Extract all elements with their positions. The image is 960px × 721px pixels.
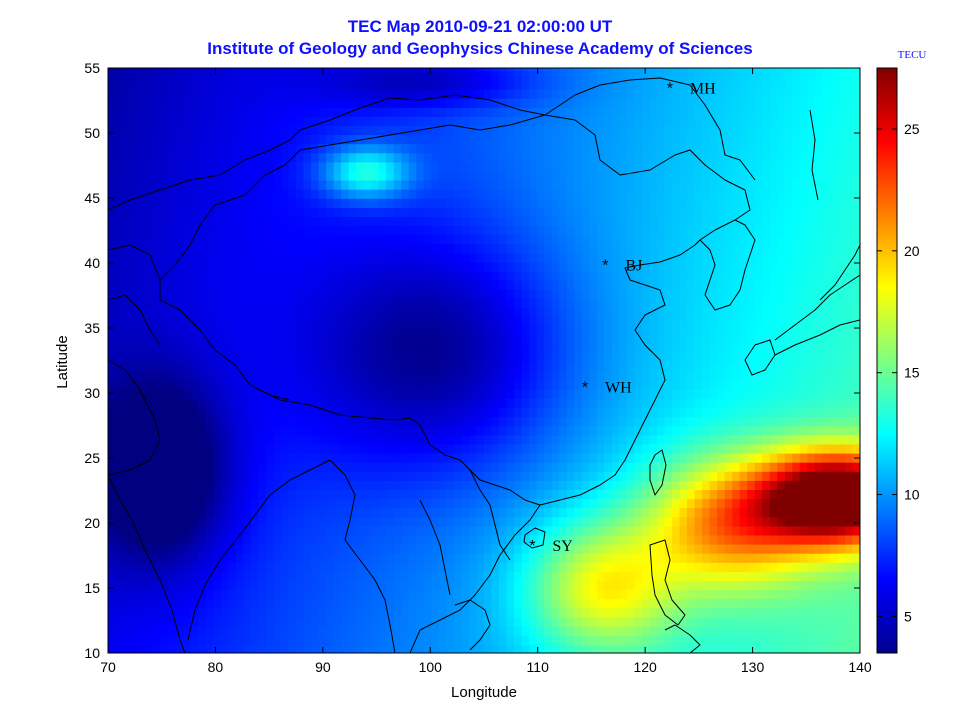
- y-tick-label: 45: [84, 190, 100, 206]
- y-tick-label: 40: [84, 255, 100, 271]
- colorbar-tick-label: 10: [904, 487, 920, 503]
- china-coast: [539, 239, 701, 506]
- x-axis-label: Longitude: [451, 684, 517, 701]
- country-borders: [108, 77, 860, 653]
- colorbar-tick-label: 15: [904, 365, 920, 381]
- india-coast: [108, 474, 186, 653]
- colorbar-tick-label: 25: [904, 121, 920, 137]
- x-tick-label: 80: [208, 659, 224, 675]
- y-axis-label: Latitude: [54, 335, 71, 388]
- hainan-island: [523, 527, 546, 549]
- station-marker-sy: *: [529, 538, 535, 555]
- russia-mongolia-border: [289, 94, 546, 141]
- kazakhstan-border: [108, 139, 291, 211]
- sakhalin-island: [809, 109, 819, 201]
- japan-shikoku-coast: [774, 319, 860, 356]
- station-label-mh: MH: [690, 81, 716, 98]
- himalaya-border: [279, 399, 421, 426]
- taiwan-island: [649, 449, 667, 496]
- station-marker-wh: *: [582, 380, 588, 397]
- x-tick-label: 90: [315, 659, 331, 675]
- myanmar-coast: [344, 539, 396, 653]
- map-title: TEC Map 2010-09-21 02:00:00 UT: [347, 17, 613, 36]
- station-markers: * MH * BJ * WH * SY: [529, 81, 716, 556]
- philippines-luzon: [649, 539, 686, 626]
- russia-china-north-border: [544, 77, 756, 181]
- colorbar-label: TECU: [898, 49, 927, 61]
- colorbar-tick-label: 5: [904, 608, 912, 624]
- x-tick-label: 110: [527, 659, 550, 675]
- china-yunnan-border: [419, 424, 541, 506]
- nepal-border: [249, 384, 291, 401]
- y-tick-label: 55: [84, 60, 100, 76]
- thailand-border: [419, 499, 451, 596]
- china-west-border: [159, 149, 301, 401]
- japan-hokkaido: [819, 244, 860, 301]
- x-tick-label: 70: [100, 659, 116, 675]
- station-label-sy: SY: [552, 538, 573, 555]
- colorbar-gradient: [876, 67, 898, 654]
- colorbar-ticks: 5 10 15 20 25: [877, 121, 920, 624]
- map-subtitle: Institute of Geology and Geophysics Chin…: [207, 39, 753, 58]
- central-asia-border: [108, 244, 161, 281]
- y-tick-label: 15: [84, 580, 100, 596]
- station-label-bj: BJ: [625, 257, 642, 274]
- x-tick-label: 100: [419, 659, 443, 675]
- station-marker-mh: *: [667, 81, 673, 98]
- y-tick-label: 25: [84, 450, 100, 466]
- y-tick-label: 50: [84, 125, 100, 141]
- gulf-of-thailand: [454, 599, 491, 651]
- korea-coast: [699, 219, 756, 311]
- pakistan-border: [108, 359, 161, 476]
- x-axis: 70 80 90 100 110 120 130 140: [100, 68, 872, 675]
- plot-frame: [107, 67, 861, 654]
- y-axis: 10 15 20 25 30 35 40 45 50 55: [84, 60, 860, 661]
- india-east-coast: [187, 459, 331, 641]
- station-label-wh: WH: [605, 380, 632, 397]
- philippines-visayas: [664, 624, 701, 653]
- x-tick-label: 130: [741, 659, 765, 675]
- tec-heatmap: [108, 68, 860, 653]
- afghanistan-border: [108, 294, 161, 346]
- china-mongolia-border: [299, 114, 751, 241]
- bangladesh-coast: [329, 459, 356, 541]
- x-tick-label: 140: [848, 659, 872, 675]
- colorbar-tick-label: 20: [904, 243, 920, 259]
- y-tick-label: 10: [84, 645, 100, 661]
- x-tick-label: 120: [633, 659, 657, 675]
- y-tick-label: 20: [84, 515, 100, 531]
- laos-vietnam-border: [469, 469, 511, 561]
- station-marker-bj: *: [602, 257, 608, 274]
- indochina-coast: [409, 504, 541, 653]
- y-tick-label: 35: [84, 320, 100, 336]
- y-tick-label: 30: [84, 385, 100, 401]
- japan-honshu: [774, 274, 860, 341]
- colorbar: 5 10 15 20 25 TECU: [876, 49, 927, 654]
